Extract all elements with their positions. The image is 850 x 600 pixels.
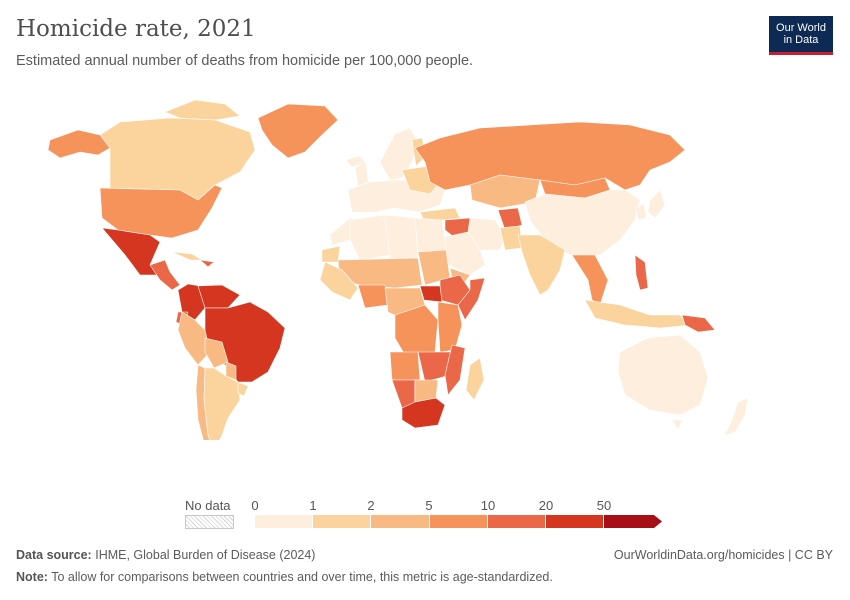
region-venezuela[interactable] <box>197 284 241 309</box>
region-japan[interactable] <box>647 189 666 219</box>
region-mozambique[interactable] <box>444 344 466 396</box>
region-arctic-islands[interactable] <box>164 99 241 121</box>
region-somalia[interactable] <box>457 277 486 321</box>
region-western-sahara[interactable] <box>321 245 341 263</box>
region-canada[interactable] <box>99 117 256 201</box>
data-source-label: Data source: <box>16 548 92 562</box>
region-australia[interactable] <box>617 334 709 416</box>
region-alaska[interactable] <box>47 129 111 159</box>
legend-no-data-label: No data <box>185 498 231 513</box>
legend-tick: 2 <box>367 498 375 513</box>
region-nigeria[interactable] <box>357 284 389 309</box>
legend-no-data-swatch <box>185 515 234 529</box>
region-madagascar[interactable] <box>465 357 485 401</box>
chart-title: Homicide rate, 2021 <box>16 16 256 42</box>
legend-arrow <box>604 515 663 528</box>
region-south-sudan[interactable] <box>419 285 443 303</box>
region-united-states[interactable] <box>99 184 223 239</box>
region-philippines[interactable] <box>634 254 649 291</box>
region-india[interactable] <box>517 234 566 296</box>
region-russia[interactable] <box>414 121 686 191</box>
region-united-kingdom[interactable] <box>354 161 369 187</box>
region-cuba[interactable] <box>171 251 203 261</box>
region-angola[interactable] <box>389 351 421 381</box>
region-south-africa[interactable] <box>401 397 446 429</box>
region-east-africa[interactable] <box>437 301 463 353</box>
region-southeast-asia[interactable] <box>571 254 609 306</box>
region-algeria[interactable] <box>349 214 391 261</box>
region-peru[interactable] <box>177 311 211 366</box>
region-uruguay[interactable] <box>237 381 249 397</box>
logo-line-2: in Data <box>783 34 819 46</box>
legend-tick: 10 <box>480 498 496 513</box>
note-text: To allow for comparisons between countri… <box>51 570 553 584</box>
legend-bin-0 <box>255 515 314 528</box>
region-afghanistan[interactable] <box>497 207 523 231</box>
legend-bin-1 <box>313 515 372 528</box>
logo-line-1: Our World <box>776 22 826 34</box>
owid-logo[interactable]: Our World in Data <box>769 16 833 55</box>
legend-bin-3 <box>429 515 488 528</box>
legend-tick: 5 <box>425 498 433 513</box>
data-source: Data source: IHME, Global Burden of Dise… <box>16 548 315 562</box>
region-west-africa[interactable] <box>319 261 359 301</box>
region-argentina[interactable] <box>203 367 241 440</box>
region-greenland[interactable] <box>257 103 339 159</box>
region-hispaniola[interactable] <box>199 259 215 268</box>
legend-bin-5 <box>546 515 605 528</box>
region-tasmania[interactable] <box>671 419 683 431</box>
source-url-link[interactable]: OurWorldinData.org/homicides | CC BY <box>613 548 833 562</box>
legend-tick: 1 <box>309 498 317 513</box>
data-source-text: IHME, Global Burden of Disease (2024) <box>95 548 316 562</box>
legend-bin-2 <box>371 515 430 528</box>
region-central-america[interactable] <box>149 259 181 291</box>
note-label: Note: <box>16 570 48 584</box>
region-korea[interactable] <box>635 203 647 221</box>
world-map[interactable] <box>0 90 850 440</box>
region-bolivia[interactable] <box>204 337 229 369</box>
region-papua-new-guinea[interactable] <box>681 314 716 333</box>
region-paraguay[interactable] <box>225 361 237 381</box>
region-new-zealand[interactable] <box>724 397 749 436</box>
legend-tick: 50 <box>596 498 612 513</box>
region-indonesia[interactable] <box>584 299 691 329</box>
note: Note: To allow for comparisons between c… <box>16 570 553 584</box>
region-libya[interactable] <box>384 214 419 259</box>
chart-subtitle: Estimated annual number of deaths from h… <box>16 53 474 69</box>
legend-tick: 20 <box>538 498 554 513</box>
legend-tick: 0 <box>251 498 259 513</box>
region-egypt[interactable] <box>414 217 447 253</box>
legend-bin-4 <box>487 515 546 528</box>
